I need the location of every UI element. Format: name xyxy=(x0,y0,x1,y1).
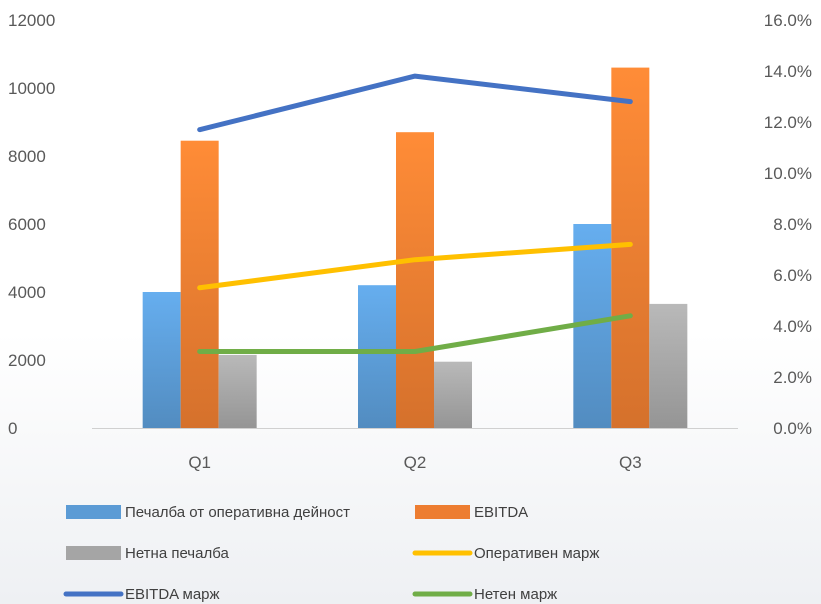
legend-label-нетна-печалба: Нетна печалба xyxy=(125,545,229,562)
left-tick-label: 12000 xyxy=(8,11,55,30)
legend-label-нетен-марж: Нетен марж xyxy=(474,586,557,603)
legend-label-ebitda: EBITDA xyxy=(474,504,528,521)
bar-ebitda-q2 xyxy=(396,132,434,428)
right-tick-label: 4.0% xyxy=(773,317,812,336)
line-series-group xyxy=(197,73,633,354)
legend-label-оперативен-марж: Оперативен марж xyxy=(474,545,599,562)
legend: Печалба от оперативна дейност EBITDA Нетна… xyxy=(63,504,599,603)
right-tick-label: 16.0% xyxy=(764,11,812,30)
bar-печалба-от-оперативна-дейност-q2 xyxy=(358,285,396,428)
x-tick-label: Q1 xyxy=(188,453,211,472)
left-tick-label: 4000 xyxy=(8,283,46,302)
left-tick-label: 2000 xyxy=(8,351,46,370)
line-нетен-марж xyxy=(197,313,633,354)
legend-swatch-нетна-печалба xyxy=(66,546,121,560)
right-tick-label: 14.0% xyxy=(764,62,812,81)
right-tick-label: 2.0% xyxy=(773,368,812,387)
x-tick-label: Q2 xyxy=(404,453,427,472)
left-tick-label: 0 xyxy=(8,419,17,438)
line-ebitda-марж xyxy=(197,73,633,133)
x-tick-label: Q3 xyxy=(619,453,642,472)
bar-печалба-от-оперативна-дейност-q1 xyxy=(142,292,181,428)
bar-series-group xyxy=(142,67,688,428)
right-axis: 0.0% 2.0% 4.0% 6.0% 8.0% 10.0% 12.0% 14.0% 16.0% xyxy=(764,11,812,438)
legend-label-печалба-от-оперативна-дейност: Печалба от оперативна дейност xyxy=(125,504,350,521)
legend-swatch-ebitda xyxy=(415,505,470,519)
left-tick-label: 6000 xyxy=(8,215,46,234)
bar-нетна-печалба-q2 xyxy=(434,361,472,428)
right-tick-label: 0.0% xyxy=(773,419,812,438)
x-axis: Q1 Q2 Q3 xyxy=(188,453,641,472)
bar-нетна-печалба-q1 xyxy=(218,354,257,428)
right-tick-label: 10.0% xyxy=(764,164,812,183)
legend-swatch-печалба-от-оперативна-дейност xyxy=(66,505,121,519)
line-оперативен-марж xyxy=(197,241,633,291)
bar-нетна-печалба-q3 xyxy=(649,303,688,428)
left-tick-label: 8000 xyxy=(8,147,46,166)
legend-label-ebitda-марж: EBITDA марж xyxy=(125,586,220,603)
right-tick-label: 6.0% xyxy=(773,266,812,285)
left-axis: 0 2000 4000 6000 8000 10000 12000 xyxy=(8,11,55,438)
left-tick-label: 10000 xyxy=(8,79,55,98)
right-tick-label: 12.0% xyxy=(764,113,812,132)
right-tick-label: 8.0% xyxy=(773,215,812,234)
